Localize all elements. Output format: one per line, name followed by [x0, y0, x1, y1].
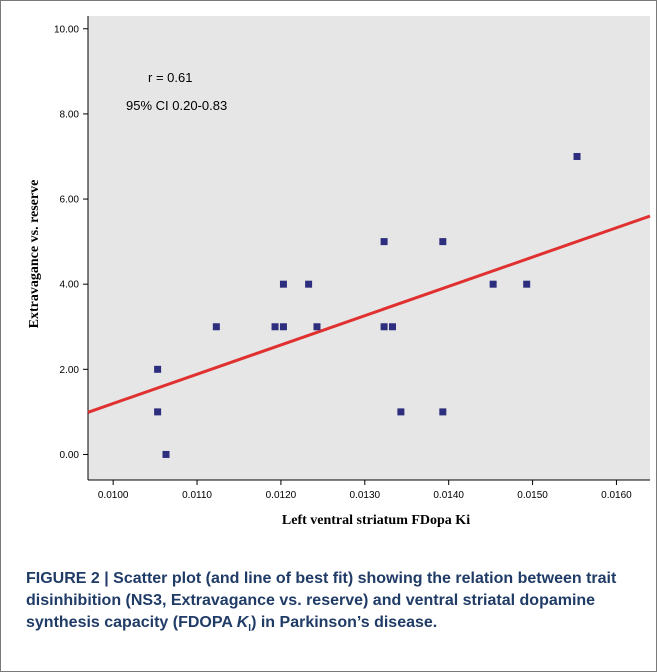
y-tick-label: 8.00	[60, 109, 80, 120]
fit-line	[87, 214, 651, 414]
y-tick-label: 6.00	[60, 195, 80, 206]
x-tick-label: 0.0110	[182, 490, 212, 501]
caption-label: FIGURE 2 |	[26, 570, 114, 587]
annotation-r: r = 0.61	[148, 70, 192, 85]
data-point	[523, 280, 531, 288]
data-point	[380, 238, 388, 246]
x-axis-ticks: 0.0100 0.0110 0.0120 0.0130 0.0140 0.0150 0.01…	[98, 480, 632, 501]
y-tick-label: 2.00	[60, 365, 80, 376]
data-point	[388, 323, 396, 331]
caption-k-letter: K	[236, 614, 249, 631]
x-tick-label: 0.0150	[517, 490, 548, 501]
data-point	[397, 408, 405, 416]
annotation-ci: 95% CI 0.20-0.83	[126, 98, 227, 113]
caption-text-1: Scatter plot (and line of best fit) show…	[26, 570, 617, 631]
data-point	[439, 408, 447, 416]
data-point	[439, 238, 447, 246]
data-point	[380, 323, 388, 331]
y-tick-label: 10.00	[54, 24, 79, 35]
data-point	[313, 323, 321, 331]
data-point	[305, 280, 313, 288]
data-point	[489, 280, 497, 288]
data-point	[271, 323, 279, 331]
caption-text-2: ) in Parkinson’s disease.	[251, 614, 438, 631]
data-point	[154, 408, 162, 416]
data-points	[154, 152, 581, 458]
x-axis-label: Left ventral striatum FDopa Ki	[282, 513, 470, 528]
x-tick-label: 0.0140	[433, 490, 464, 501]
data-point	[162, 450, 170, 458]
data-point	[279, 280, 287, 288]
data-point	[279, 323, 287, 331]
x-tick-label: 0.0100	[98, 490, 129, 501]
caption-k-sub: I	[248, 623, 252, 635]
y-axis-label: Extravagance vs. reserve	[27, 180, 42, 329]
y-tick-label: 0.00	[60, 450, 80, 461]
figure-caption: FIGURE 2 | Scatter plot (and line of bes…	[26, 568, 638, 640]
data-point	[212, 323, 220, 331]
data-point	[573, 152, 581, 160]
y-axis-ticks: 0.00 2.00 4.00 6.00 8.00 10.00	[54, 24, 88, 461]
x-tick-label: 0.0160	[601, 490, 632, 501]
data-point	[154, 365, 162, 373]
x-tick-label: 0.0120	[266, 490, 297, 501]
y-tick-label: 4.00	[60, 280, 80, 291]
x-tick-label: 0.0130	[350, 490, 381, 501]
scatter-chart: 0.0100 0.0110 0.0120 0.0130 0.0140 0.0150 0.01…	[27, 16, 651, 528]
plot-area	[88, 16, 650, 480]
